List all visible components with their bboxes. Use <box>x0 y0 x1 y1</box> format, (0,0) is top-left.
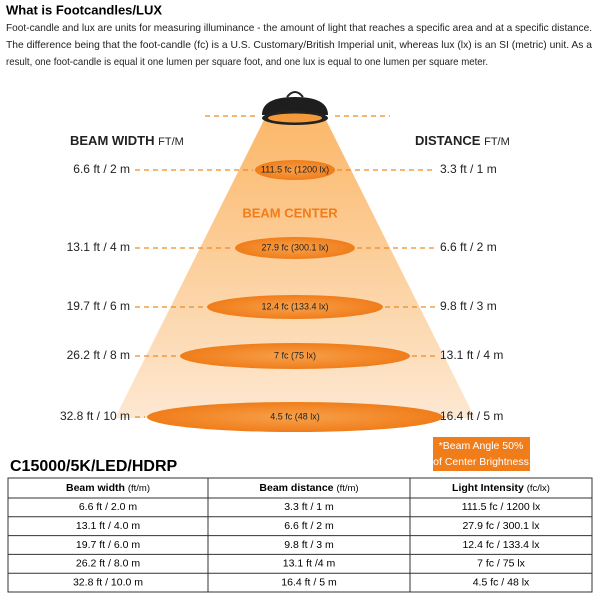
table-cell: 26.2 ft / 8.0 m <box>76 558 140 570</box>
beam-ring <box>255 160 335 180</box>
table-cell: 6.6 ft / 2 m <box>284 520 334 532</box>
title: What is Footcandles/LUX <box>6 2 162 17</box>
paragraph-line: Foot-candle and lux are units for measur… <box>6 22 592 34</box>
table-cell: 3.3 ft / 1 m <box>284 501 334 513</box>
intensity: 111.5 fc (1200 lx) <box>261 164 329 174</box>
paragraph-line: The difference being that the foot-candl… <box>6 39 592 51</box>
distance: 3.3 ft / 1 m <box>440 162 497 176</box>
table-cell: 27.9 fc / 300.1 lx <box>462 520 540 532</box>
table-cell: 4.5 fc / 48 lx <box>473 576 530 588</box>
distance: 9.8 ft / 3 m <box>440 299 497 313</box>
table-cell: 13.1 ft / 4.0 m <box>76 520 140 532</box>
note: of Center Brightness <box>433 456 529 468</box>
distance: 16.4 ft / 5 m <box>440 409 503 423</box>
table-cell: 13.1 ft /4 m <box>283 558 336 570</box>
beam-width: 6.6 ft / 2 m <box>73 162 130 176</box>
table-cell: 111.5 fc / 1200 lx <box>462 501 541 513</box>
intensity: 4.5 fc (48 lx) <box>270 411 320 421</box>
fixture <box>262 91 328 125</box>
beam-width-heading: BEAM WIDTH FT/M <box>70 133 184 148</box>
table-header: Light Intensity (fc/lx) <box>452 482 550 494</box>
note-box <box>433 437 530 471</box>
beam-center: BEAM CENTER <box>242 205 338 220</box>
distance-heading: DISTANCE FT/M <box>415 133 510 148</box>
model: C15000/5K/LED/HDRP <box>10 458 178 475</box>
table-cell: 9.8 ft / 3 m <box>284 539 334 551</box>
beam-ring <box>147 402 443 432</box>
beam-ring <box>235 237 355 259</box>
table-cell: 32.8 ft / 10.0 m <box>73 576 143 588</box>
light-cone <box>115 118 475 418</box>
distance: 13.1 ft / 4 m <box>440 348 503 362</box>
table-header: Beam distance (ft/m) <box>259 482 358 494</box>
table-cell: 6.6 ft / 2.0 m <box>79 501 138 513</box>
beam-width: 32.8 ft / 10 m <box>60 409 130 423</box>
table-cell: 7 fc / 75 lx <box>477 558 526 570</box>
note: *Beam Angle 50% <box>439 440 524 452</box>
table-header: Beam width (ft/m) <box>66 482 150 494</box>
paragraph-line: result, one foot-candle is equal it one … <box>6 56 488 68</box>
intensity: 27.9 fc (300.1 lx) <box>261 242 328 252</box>
beam-ring <box>180 343 410 369</box>
beam-width: 13.1 ft / 4 m <box>67 240 130 254</box>
beam-width: 26.2 ft / 8 m <box>67 348 130 362</box>
distance: 6.6 ft / 2 m <box>440 240 497 254</box>
beam-ring <box>207 295 383 319</box>
table-cell: 19.7 ft / 6.0 m <box>76 539 140 551</box>
intensity: 12.4 fc (133.4 lx) <box>261 301 328 311</box>
table-cell: 12.4 fc / 133.4 lx <box>462 539 540 551</box>
beam-width: 19.7 ft / 6 m <box>67 299 130 313</box>
intensity: 7 fc (75 lx) <box>274 350 316 360</box>
table-border <box>7 477 593 593</box>
table-cell: 16.4 ft / 5 m <box>281 576 337 588</box>
